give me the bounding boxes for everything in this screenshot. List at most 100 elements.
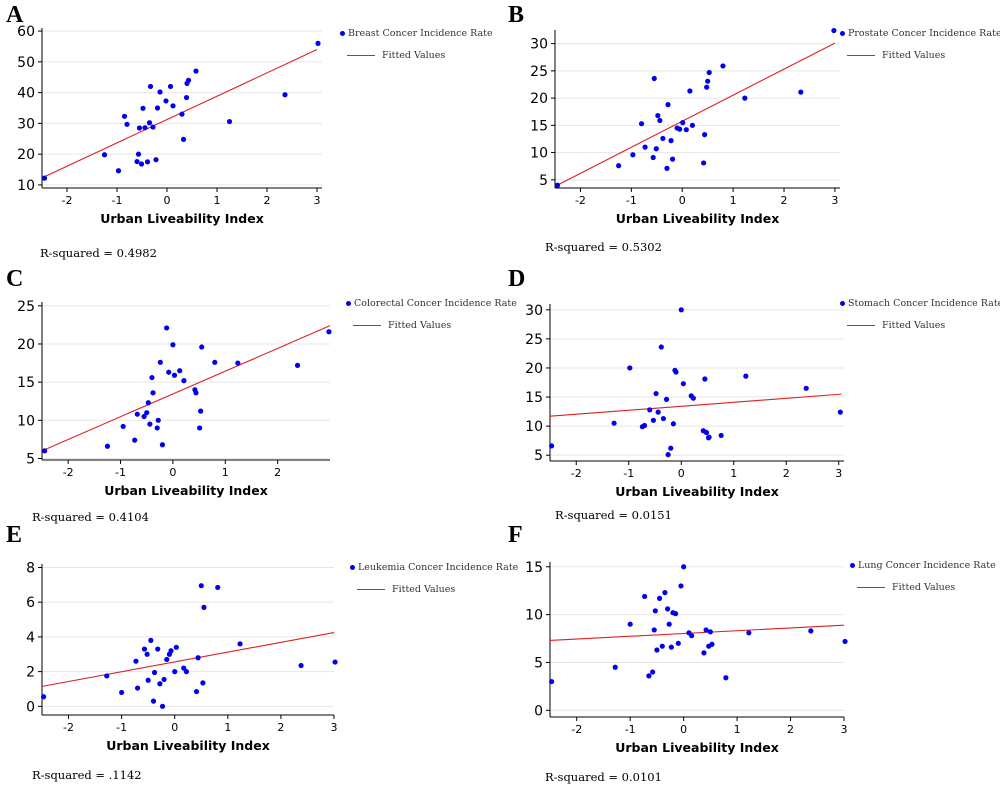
- data-point: [164, 325, 170, 331]
- data-point: [101, 152, 108, 158]
- data-point: [149, 374, 155, 381]
- data-point: [660, 415, 666, 422]
- data-point: [746, 630, 752, 636]
- data-point: [193, 68, 199, 74]
- data-point: [150, 698, 157, 704]
- data-point: [842, 638, 848, 645]
- data-point: [664, 165, 670, 171]
- data-point: [42, 448, 48, 454]
- x-axis-label: Urban Liveability Index: [106, 738, 270, 753]
- data-point: [689, 633, 695, 639]
- data-point: [668, 445, 674, 451]
- panel-c: C 5 10 15 20 25 -2 -1 0 1 2 Urban Liveability Index…: [0, 262, 517, 787]
- data-point: [235, 360, 241, 366]
- data-point: [141, 413, 147, 420]
- data-point: [198, 583, 204, 589]
- data-point: [155, 417, 161, 423]
- legend-item-fit: Fitted Values: [352, 320, 451, 331]
- data-point: [665, 606, 671, 612]
- data-point: [140, 105, 146, 111]
- data-point: [655, 409, 661, 415]
- data-point: [662, 590, 668, 596]
- x-axis-label: Urban Liveability Index: [104, 483, 268, 498]
- data-point: [655, 112, 661, 119]
- data-point: [642, 144, 648, 150]
- data-point: [705, 78, 711, 84]
- data-point: [215, 584, 221, 591]
- fitted-line: [554, 42, 836, 187]
- x-tick-label: -1: [116, 721, 127, 734]
- y-tick-label: 60: [17, 24, 35, 40]
- y-tick-label: 10: [525, 419, 543, 435]
- y-tick-label: 10: [530, 146, 548, 162]
- data-point: [654, 647, 660, 653]
- data-point: [718, 432, 724, 439]
- y-tick-label: 8: [26, 560, 35, 576]
- legend-item-fit: Fitted Values: [856, 582, 955, 593]
- data-point: [181, 378, 187, 384]
- legend-label: Colorectal Concer Incidence Rate: [354, 298, 517, 309]
- legend-item-scatter: Prostate Concer Incidence Rate: [840, 28, 1000, 39]
- dot-icon: [350, 565, 355, 570]
- data-point: [315, 40, 321, 46]
- y-tick-label: 5: [534, 448, 543, 464]
- data-point: [153, 157, 159, 163]
- x-tick-label: -2: [63, 721, 74, 734]
- panel-a: A 10 20 30 40 50 60 -2 -1 0 1 2 3 Urban Liveability I…: [6, 2, 493, 260]
- scatter-plot: 5 10 15 20 25 30 -2 -1 0 1 2 3 Urban Liveability Ind…: [525, 303, 844, 499]
- x-tick-label: 3: [841, 723, 848, 736]
- x-tick-label: -2: [575, 194, 586, 207]
- y-tick-label: 20: [530, 91, 548, 107]
- data-point: [193, 688, 200, 695]
- data-point: [641, 422, 648, 429]
- x-tick-label: -1: [623, 467, 634, 480]
- x-tick-label: 1: [222, 466, 229, 479]
- data-point: [172, 669, 178, 675]
- data-point: [683, 127, 689, 133]
- data-point: [707, 629, 713, 635]
- data-point: [651, 75, 657, 82]
- y-tick-label: 2: [26, 665, 35, 681]
- data-point: [652, 608, 658, 614]
- legend-label: Lung Concer Incidence Rate: [858, 560, 996, 571]
- data-point: [157, 359, 163, 365]
- y-tick-label: 20: [525, 361, 543, 377]
- line-icon: [847, 55, 875, 56]
- panel-letter: C: [6, 266, 24, 292]
- data-point: [157, 89, 163, 95]
- panel-letter: B: [508, 2, 525, 28]
- r-squared-label: R-squared = 0.0151: [555, 508, 672, 522]
- r-squared-label: R-squared = 0.5302: [545, 240, 662, 254]
- data-point: [159, 703, 166, 709]
- data-point: [144, 651, 150, 657]
- x-tick-label: 2: [274, 466, 281, 479]
- scatter-plot: 10 20 30 40 50 60 -2 -1 0 1 2 3 Urban Liveability In…: [17, 24, 322, 226]
- data-point: [199, 344, 205, 350]
- legend-label: Fitted Values: [392, 584, 456, 595]
- data-point: [183, 94, 190, 101]
- data-point: [704, 84, 710, 90]
- data-point: [104, 443, 111, 449]
- legend-label: Stomach Concer Incidence Rate: [848, 298, 1000, 309]
- data-point: [666, 621, 672, 627]
- data-point: [680, 120, 686, 126]
- y-tick-label: 20: [17, 147, 35, 163]
- data-point: [668, 644, 674, 650]
- scatter-plot: 0 5 10 15 -2 -1 0 1 2 3 Urban Liveability Index: [525, 560, 848, 755]
- data-point: [703, 429, 710, 436]
- x-tick-label: 3: [835, 467, 842, 480]
- data-point: [168, 648, 174, 654]
- y-tick-label: 5: [534, 655, 543, 671]
- y-tick-label: 30: [17, 116, 35, 132]
- scatter-plot: 5 10 15 20 25 -2 -1 0 1 2 Urban Liveability Index: [17, 299, 332, 498]
- data-point: [673, 611, 679, 617]
- data-point: [689, 122, 696, 128]
- data-point: [148, 637, 154, 643]
- data-point: [703, 627, 709, 633]
- y-tick-label: 0: [534, 703, 543, 719]
- data-point: [665, 452, 671, 458]
- data-point: [548, 443, 555, 449]
- line-icon: [857, 587, 885, 588]
- y-tick-label: 15: [525, 390, 543, 406]
- y-tick-label: 10: [17, 178, 35, 194]
